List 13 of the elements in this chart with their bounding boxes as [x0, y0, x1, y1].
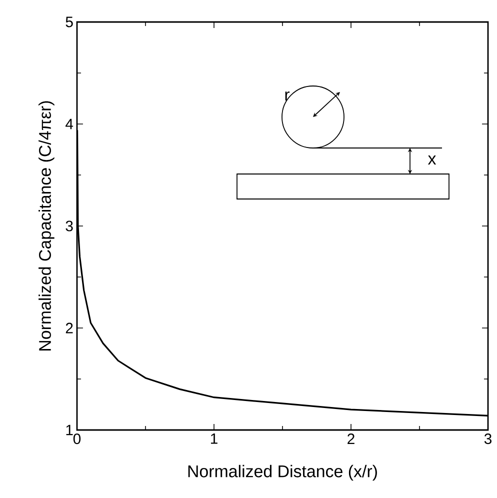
- y-tick-label: 5: [66, 16, 73, 28]
- x-tick-label: 0: [73, 434, 81, 444]
- x-axis-title: Normalized Distance (x/r): [188, 464, 377, 481]
- annotation: x: [428, 156, 436, 164]
- y-tick-label: 4: [66, 118, 74, 130]
- y-tick-label: 1: [66, 424, 73, 436]
- x-tick-label: 2: [348, 434, 354, 444]
- annotation: r: [285, 91, 290, 101]
- y-tick-label: 2: [66, 322, 73, 334]
- y-tick-label: 3: [66, 220, 73, 232]
- y-axis-title: Normalized Capacitance (C/4πεr): [38, 101, 54, 350]
- x-tick-label: 1: [210, 434, 218, 444]
- x-tick-label: 3: [484, 434, 492, 444]
